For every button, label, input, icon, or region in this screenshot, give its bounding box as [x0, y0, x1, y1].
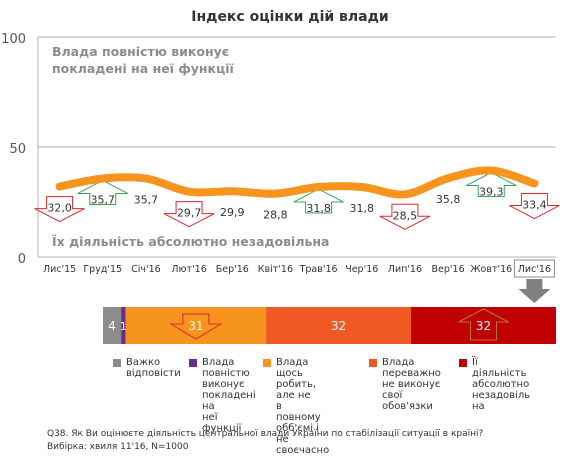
- legend-label-line: своєчасно: [276, 445, 330, 456]
- down-arrow-marker: [34, 196, 85, 223]
- bar-segment: [266, 307, 412, 344]
- x-tick-label: Трав'16: [299, 264, 338, 275]
- value-label: 32,0: [47, 202, 72, 215]
- legend-label-line: Влада: [382, 357, 415, 368]
- annotation-bottom: Їх діяльність абсолютно незадовільна: [52, 234, 329, 249]
- bar-value-label: 32: [476, 319, 491, 333]
- value-label: 28,8: [263, 209, 288, 222]
- x-tick-label: Чер'16: [345, 264, 378, 275]
- legend-label-line: неї функції: [202, 412, 242, 434]
- bar-segment: [121, 307, 126, 344]
- bar-segment: [411, 307, 556, 344]
- highlight-box: [513, 259, 555, 278]
- down-arrow-marker: [509, 193, 560, 220]
- legend-label: Влада щось робить, але не в повному обб'ємі…: [276, 357, 329, 456]
- highlight-arrow: [518, 279, 551, 303]
- legend-swatch: [263, 359, 271, 367]
- legend-label: Влада переважно не виконує свої обов'язки: [382, 357, 441, 412]
- x-tick-label: Лис'15: [43, 264, 76, 275]
- value-label: 29,7: [177, 207, 202, 220]
- legend-label-line: переважно: [382, 368, 441, 379]
- legend-label-line: незадовіль: [472, 390, 531, 401]
- up-arrow-marker: [293, 188, 344, 214]
- annotation-top-line: покладені на неї функції: [52, 61, 235, 76]
- legend-label-line: Влада: [202, 357, 235, 368]
- bar-value-label: 31: [188, 319, 203, 333]
- legend-label-line: в повному: [276, 401, 321, 423]
- annotation-top-line: Влада повністю виконує: [52, 44, 229, 59]
- legend-label-line: абсолютно: [472, 379, 530, 390]
- x-tick-label: Квіт'16: [258, 264, 293, 275]
- line-chart: Індекс оцінки дій влади 0 50 100 Влада пов…: [1, 9, 560, 344]
- bar-value-label: 32: [331, 319, 346, 333]
- legend-label-line: виконує: [202, 379, 245, 390]
- legend-label-line: Важко: [126, 357, 161, 368]
- footnote-question: Q38. Як Ви оцінюєте діяльність центральн…: [47, 429, 484, 439]
- legend-label-line: обб'ємі і не: [276, 423, 319, 445]
- legend-label-line: діяльність: [472, 368, 527, 379]
- legend-swatch: [189, 359, 197, 367]
- legend-label-line: Влада щось: [276, 357, 309, 379]
- value-label: 31,8: [306, 202, 331, 215]
- x-tick-label: Груд'15: [83, 264, 122, 275]
- y-tick-label: 50: [9, 142, 26, 157]
- down-arrow-marker: [379, 203, 431, 230]
- chart-title: Індекс оцінки дій влади: [191, 9, 388, 25]
- legend-label-line: покладені на: [202, 390, 256, 412]
- legend-swatch: [113, 359, 121, 367]
- legend-label-line: на: [472, 401, 485, 412]
- legend-label: Її діяльність абсолютно незадовіль на: [472, 357, 530, 412]
- x-tick-label: Вер'16: [432, 264, 465, 275]
- y-tick-label: 100: [1, 32, 26, 47]
- bar-value-label: 4: [108, 319, 116, 333]
- legend-label: Важко відповісти: [126, 357, 181, 379]
- footnote-sample: Вибірка: хвиля 11'16, N=1000: [47, 442, 189, 452]
- legend-label-line: обов'язки: [382, 401, 433, 412]
- bar-segment: [103, 307, 122, 344]
- legend-swatch: [369, 359, 377, 367]
- series-line: [55, 166, 539, 199]
- x-tick-label: Лют'16: [171, 264, 206, 275]
- down-arrow-marker: [169, 313, 223, 340]
- value-label: 31,8: [350, 202, 375, 215]
- value-label: 35,7: [134, 193, 159, 206]
- legend-label-line: робить, але не: [276, 379, 317, 401]
- legend: Важко відповісти Влада повністю виконує покла…: [0, 357, 568, 456]
- value-label: 33,4: [522, 199, 547, 212]
- up-arrow-marker: [466, 171, 517, 198]
- legend-label-line: відповісти: [126, 368, 181, 379]
- legend-label: Влада повністю виконує покладені на неї функ…: [202, 357, 256, 434]
- x-tick-label: Січ'16: [131, 264, 161, 275]
- x-tick-label: Жовт'16: [470, 264, 512, 275]
- value-label: 35,7: [91, 193, 116, 206]
- value-label: 28,5: [393, 209, 418, 222]
- value-label: 29,9: [220, 206, 245, 219]
- up-arrow-marker: [77, 179, 128, 205]
- legend-label-line: свої: [382, 390, 403, 401]
- legend-label-line: не виконує: [382, 379, 441, 390]
- legend-swatch: [459, 359, 467, 367]
- x-tick-label: Лип'16: [388, 264, 422, 275]
- x-tick-label: Бер'16: [216, 264, 249, 275]
- bar-segment: [125, 307, 267, 344]
- legend-label-line: Її: [472, 357, 478, 368]
- x-tick-label: Лис'16: [518, 264, 551, 275]
- value-label: 35,8: [436, 193, 461, 206]
- bar-value-label: 1: [120, 320, 127, 333]
- y-tick-label: 0: [18, 252, 26, 267]
- down-arrow-marker: [163, 201, 215, 228]
- value-label: 39,3: [479, 186, 504, 199]
- legend-label-line: повністю: [202, 368, 250, 379]
- up-arrow-marker: [458, 308, 509, 341]
